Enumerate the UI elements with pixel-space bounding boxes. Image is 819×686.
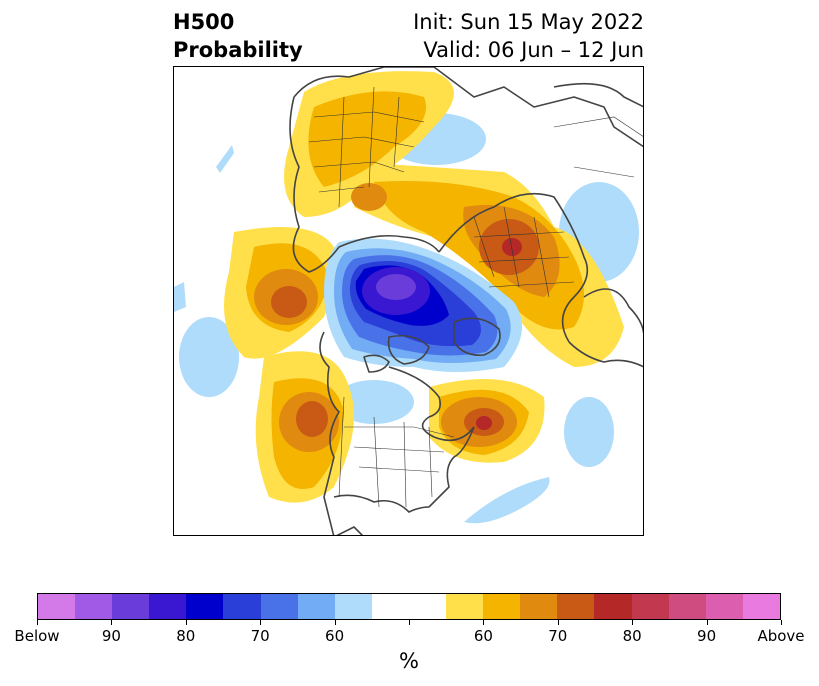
colorbar-segment <box>631 594 669 619</box>
colorbar-tick <box>632 620 634 625</box>
colorbar-segment <box>520 594 558 619</box>
colorbar-tick <box>483 620 485 625</box>
colorbar-tick-label: 70 <box>250 627 270 645</box>
colorbar-tick <box>334 620 336 625</box>
colorbar-segment <box>186 594 224 619</box>
colorbar-tick-label: 70 <box>548 627 568 645</box>
colorbar-segment <box>408 594 447 619</box>
coastlines <box>289 67 643 535</box>
colorbar-tick-label: 60 <box>325 627 345 645</box>
chart-title-left: H500 Probability <box>173 8 303 64</box>
colorbar-tick <box>260 620 262 625</box>
colorbar-segment <box>742 594 780 619</box>
colorbar-segment <box>668 594 706 619</box>
colorbar-tick <box>409 620 410 625</box>
colorbar-tick-label: 60 <box>473 627 493 645</box>
chart-title-right: Init: Sun 15 May 2022 Valid: 06 Jun – 12… <box>413 8 644 64</box>
colorbar-tick <box>185 620 187 625</box>
colorbar-segment <box>75 594 113 619</box>
colorbar-tick <box>111 620 113 625</box>
colorbar-tick <box>37 620 38 625</box>
valid-range: Valid: 06 Jun – 12 Jun <box>423 38 644 62</box>
colorbar-segment <box>297 594 335 619</box>
map-canvas <box>174 67 643 535</box>
colorbar-tick-label: 90 <box>697 627 717 645</box>
colorbar-tick <box>557 620 559 625</box>
colorbar-segment <box>334 594 372 619</box>
colorbar-segment <box>446 594 484 619</box>
colorbar-segment <box>112 594 150 619</box>
colorbar-segment <box>705 594 743 619</box>
colorbar-tick-label: Below <box>14 627 60 645</box>
colorbar-segment <box>371 594 409 619</box>
colorbar-tick-label: 80 <box>176 627 196 645</box>
below-normal-core <box>324 238 522 372</box>
init-date: Init: Sun 15 May 2022 <box>413 10 644 34</box>
above-normal-regions <box>224 71 624 503</box>
colorbar-unit-label: % <box>399 649 419 673</box>
colorbar-segment <box>594 594 632 619</box>
colorbar-tick <box>781 620 782 625</box>
colorbar-tick-label: Above <box>757 627 805 645</box>
colorbar-segment <box>38 594 76 619</box>
colorbar-segment <box>149 594 187 619</box>
title-variable: H500 <box>173 10 235 34</box>
colorbar-tick-label: 80 <box>622 627 642 645</box>
political-borders <box>308 86 643 508</box>
probability-colorbar <box>37 593 781 620</box>
colorbar-segment <box>557 594 595 619</box>
colorbar-segment <box>260 594 298 619</box>
colorbar-tick <box>706 620 708 625</box>
title-quantity: Probability <box>173 38 303 62</box>
colorbar-segment <box>223 594 261 619</box>
below-normal-light-regions <box>174 113 639 524</box>
colorbar-tick-label: 90 <box>101 627 121 645</box>
colorbar-segment <box>483 594 521 619</box>
probability-map <box>173 66 644 536</box>
